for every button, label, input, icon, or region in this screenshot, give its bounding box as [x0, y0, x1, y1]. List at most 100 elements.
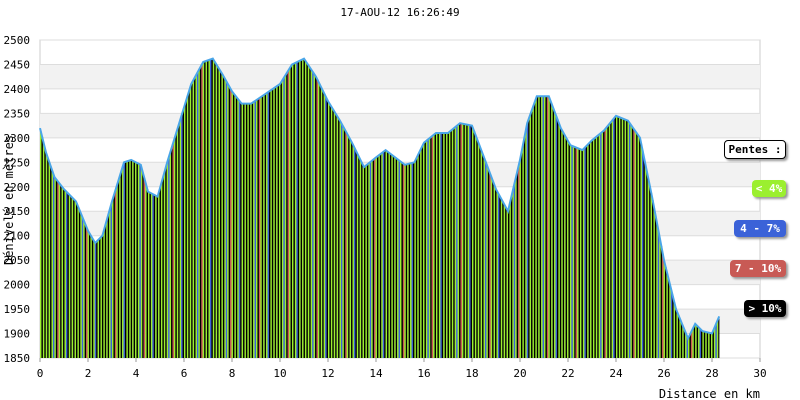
elevation-bar [130, 159, 133, 358]
elevation-bar [355, 151, 357, 358]
elevation-bar [685, 333, 687, 358]
elevation-bar [322, 90, 324, 358]
elevation-bar [48, 162, 51, 358]
elevation-bar [410, 163, 412, 358]
elevation-bar [646, 171, 648, 358]
elevation-bar [513, 183, 516, 358]
elevation-bar [250, 103, 252, 358]
y-tick-label: 2350 [4, 107, 31, 120]
elevation-bar [408, 163, 411, 358]
elevation-bar [343, 129, 346, 358]
elevation-bar [302, 59, 304, 358]
elevation-bar [528, 118, 530, 358]
elevation-bar [371, 160, 373, 358]
elevation-bar [611, 120, 614, 358]
elevation-bar [76, 203, 78, 358]
elevation-bar [647, 178, 650, 358]
elevation-bar [348, 137, 350, 358]
elevation-bar [358, 156, 360, 358]
elevation-bar [469, 125, 471, 358]
elevation-bar [184, 105, 186, 359]
elevation-bar [143, 178, 146, 358]
elevation-bar [662, 253, 664, 358]
elevation-bar [182, 109, 185, 358]
elevation-bar [637, 135, 640, 358]
elevation-bar [135, 162, 137, 358]
x-tick-label: 24 [609, 367, 623, 380]
elevation-bar [268, 91, 271, 358]
elevation-bar [601, 131, 604, 358]
elevation-bar [353, 148, 356, 358]
elevation-bar [482, 154, 484, 358]
elevation-bar [675, 308, 677, 358]
elevation-bar [375, 157, 378, 358]
elevation-bar [415, 157, 418, 358]
elevation-bar [660, 246, 663, 358]
y-tick-label: 2450 [4, 58, 31, 71]
elevation-bar [124, 161, 127, 358]
elevation-bar [88, 233, 91, 358]
elevation-bar [352, 145, 355, 358]
elevation-bar [169, 152, 172, 358]
elevation-bar [703, 331, 706, 358]
elevation-bar [677, 315, 680, 358]
elevation-bar [263, 94, 265, 359]
elevation-bar [564, 135, 566, 358]
elevation-bar [292, 64, 294, 359]
elevation-bar [116, 185, 118, 358]
elevation-bar [300, 59, 303, 359]
elevation-bar [591, 140, 594, 358]
elevation-bar [561, 130, 563, 358]
elevation-bar [676, 312, 679, 358]
elevation-bar [574, 147, 576, 358]
elevation-bar [636, 133, 638, 358]
elevation-bar [487, 169, 490, 358]
elevation-bar [238, 100, 241, 358]
elevation-bar [670, 290, 673, 358]
elevation-bar [571, 145, 573, 358]
elevation-bar [179, 119, 182, 358]
x-tick-label: 2 [85, 367, 92, 380]
elevation-bar [708, 332, 710, 358]
elevation-bar [61, 187, 64, 358]
elevation-bar [555, 115, 558, 358]
elevation-bar [214, 62, 216, 359]
elevation-bar [287, 70, 290, 358]
elevation-bar [689, 334, 692, 358]
x-tick-label: 20 [513, 367, 526, 380]
elevation-bar [227, 84, 229, 359]
elevation-bar [387, 151, 389, 358]
legend-title: Pentes : [724, 140, 786, 159]
elevation-bar [196, 72, 199, 359]
elevation-bar [693, 325, 696, 358]
elevation-bar [96, 241, 98, 358]
elevation-bar [171, 147, 173, 358]
elevation-bar [67, 193, 69, 358]
elevation-bar [127, 160, 130, 358]
elevation-bar [45, 153, 48, 358]
elevation-bar [479, 146, 481, 358]
elevation-bar [518, 164, 520, 358]
elevation-bar [669, 284, 671, 358]
elevation-bar [420, 149, 422, 358]
elevation-bar [598, 134, 601, 358]
elevation-bar [202, 61, 205, 358]
elevation-bar [392, 156, 395, 358]
elevation-bar [664, 267, 667, 358]
elevation-bar [52, 174, 55, 358]
elevation-bar [404, 164, 406, 358]
elevation-bar [281, 79, 284, 359]
elevation-bar [398, 160, 401, 358]
elevation-bar [257, 98, 260, 359]
elevation-bar [41, 136, 44, 358]
elevation-bar [562, 132, 565, 358]
y-tick-label: 2500 [4, 34, 31, 47]
elevation-bar [97, 239, 100, 358]
elevation-bar [254, 100, 257, 358]
elevation-bar [538, 96, 540, 358]
elevation-bar [421, 146, 424, 358]
elevation-bar [577, 148, 579, 358]
x-tick-label: 8 [229, 367, 236, 380]
elevation-bar [50, 166, 52, 358]
elevation-bar [165, 166, 167, 358]
